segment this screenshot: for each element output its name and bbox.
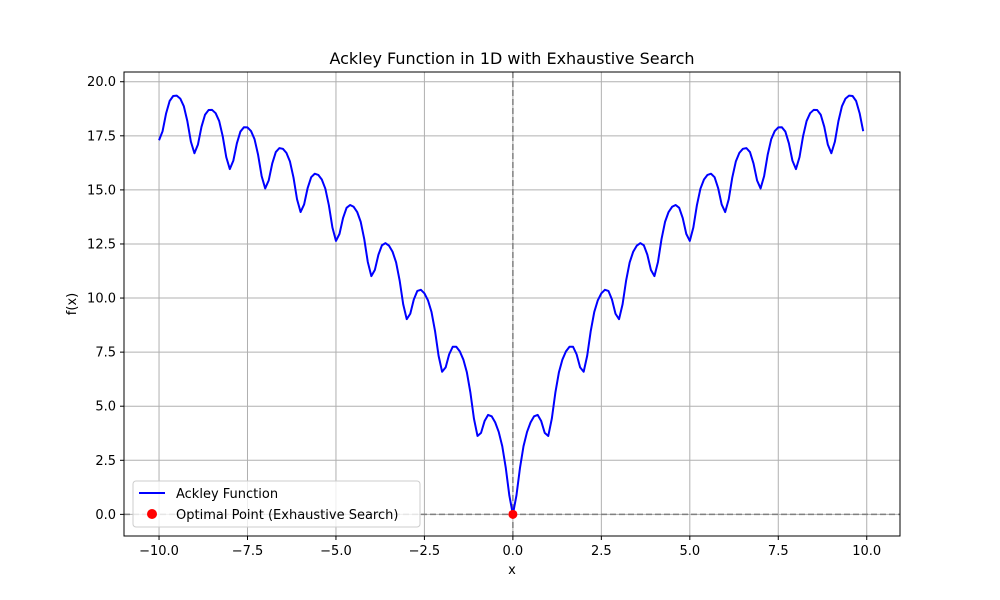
y-ticks: 0.0 2.5 5.0 7.5 10.0 12.5 15.0 17.5 20.0 <box>87 75 124 523</box>
x-tick-label: 5.0 <box>679 544 700 559</box>
y-tick-label: 0.0 <box>95 508 116 523</box>
x-tick-label: −10.0 <box>139 544 179 559</box>
x-tick-label: −2.5 <box>409 544 441 559</box>
y-tick-label: 2.5 <box>95 454 116 469</box>
chart-title: Ackley Function in 1D with Exhaustive Se… <box>329 49 694 68</box>
legend-label-optimal: Optimal Point (Exhaustive Search) <box>176 508 398 523</box>
y-axis-label: f(x) <box>65 293 80 315</box>
series-layer <box>158 94 865 519</box>
y-tick-label: 12.5 <box>87 237 116 252</box>
y-tick-label: 20.0 <box>87 75 116 90</box>
x-tick-label: −7.5 <box>232 544 264 559</box>
x-axis-label: x <box>508 563 516 578</box>
x-tick-label: 7.5 <box>768 544 789 559</box>
x-tick-label: 0.0 <box>503 544 524 559</box>
y-tick-label: 7.5 <box>95 346 116 361</box>
x-ticks: −10.0 −7.5 −5.0 −2.5 0.0 2.5 5.0 7.5 10.0 <box>139 536 881 559</box>
plot-frame <box>123 71 901 537</box>
y-tick-label: 10.0 <box>87 292 116 307</box>
x-tick-label: 2.5 <box>591 544 612 559</box>
optimal-point-marker <box>508 509 518 519</box>
y-tick-label: 5.0 <box>95 400 116 415</box>
x-tick-label: −5.0 <box>320 544 352 559</box>
y-tick-label: 15.0 <box>87 183 116 198</box>
x-tick-label: 10.0 <box>852 544 881 559</box>
y-tick-label: 17.5 <box>87 129 116 144</box>
ackley-function-line <box>158 94 865 516</box>
legend: Ackley Function Optimal Point (Exhaustiv… <box>132 480 421 528</box>
legend-dot-marker <box>147 509 157 519</box>
legend-label-ackley: Ackley Function <box>176 487 278 502</box>
legend-box <box>132 480 421 528</box>
